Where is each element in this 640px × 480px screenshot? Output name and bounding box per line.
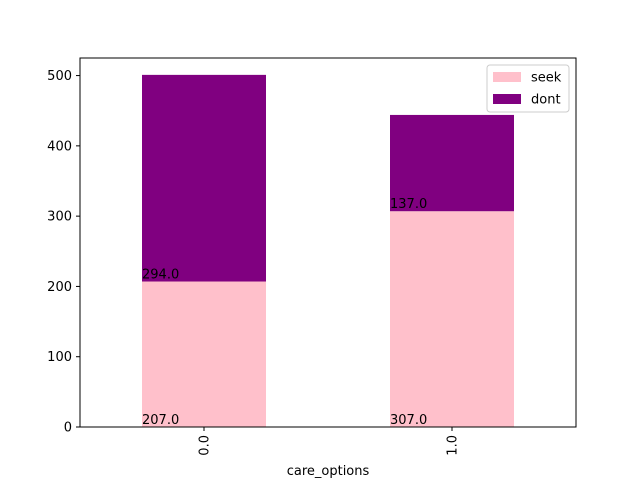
- bar-seek-0.0: [142, 281, 266, 427]
- plot-frame: [79, 57, 577, 428]
- data-label-dont-0.0: 294.0: [142, 268, 179, 283]
- x-tick-label-0.0: 0.0: [198, 435, 213, 456]
- data-label-dont-1.0: 137.0: [390, 197, 427, 212]
- y-tick-label-0: 0: [64, 421, 72, 436]
- legend-label-seek: seek: [531, 71, 562, 86]
- data-label-seek-1.0: 307.0: [390, 413, 427, 428]
- legend-swatch-dont: [493, 94, 521, 104]
- bar-dont-0.0: [142, 74, 266, 282]
- data-label-seek-0.0: 207.0: [142, 413, 179, 428]
- legend: seek dont: [486, 64, 570, 113]
- axes-group: 0 100 200 300 400 500 0.0 1.0 care_options: [47, 57, 577, 479]
- legend-label-dont: dont: [531, 93, 561, 108]
- bar-seek-1.0: [390, 211, 514, 427]
- y-tick-label-200: 200: [47, 280, 72, 295]
- bars-group: [142, 74, 514, 427]
- legend-swatch-seek: [493, 72, 521, 82]
- y-tick-label-100: 100: [47, 350, 72, 365]
- y-tick-label-400: 400: [47, 139, 72, 154]
- x-tick-label-1.0: 1.0: [446, 435, 461, 456]
- x-axis-label: care_options: [287, 464, 370, 479]
- y-tick-label-300: 300: [47, 210, 72, 225]
- bar-dont-1.0: [390, 114, 514, 212]
- data-labels-group: 207.0 294.0 307.0 137.0: [142, 197, 427, 428]
- y-tick-label-500: 500: [47, 69, 72, 84]
